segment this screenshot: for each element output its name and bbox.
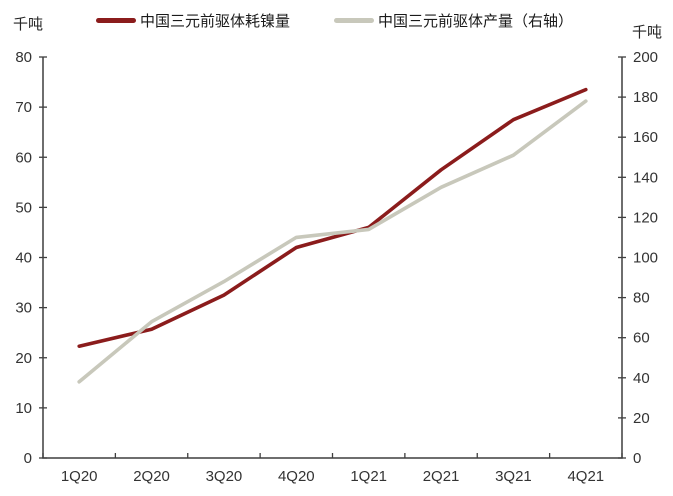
right-tick-label: 140 <box>633 169 658 186</box>
x-tick-label: 4Q21 <box>567 468 604 485</box>
legend: 中国三元前驱体耗镍量 中国三元前驱体产量（右轴） <box>96 10 573 31</box>
legend-label-precursor-output: 中国三元前驱体产量（右轴） <box>378 13 574 30</box>
legend-item-nickel-consumption: 中国三元前驱体耗镍量 <box>96 10 290 31</box>
x-tick-label: 4Q20 <box>278 468 315 485</box>
left-tick-label: 80 <box>15 49 32 66</box>
right-axis-unit-label: 千吨 <box>631 24 662 41</box>
x-tick-label: 1Q20 <box>61 468 98 485</box>
right-tick-label: 120 <box>633 209 658 226</box>
right-tick-label: 180 <box>633 89 658 106</box>
right-tick-label: 40 <box>633 370 650 387</box>
left-tick-label: 0 <box>24 450 32 467</box>
left-tick-label: 60 <box>15 149 32 166</box>
right-tick-label: 60 <box>633 330 650 347</box>
right-tick-label: 80 <box>633 290 650 307</box>
left-tick-label: 10 <box>15 400 32 417</box>
legend-label-nickel-consumption: 中国三元前驱体耗镍量 <box>140 13 291 30</box>
right-tick-label: 200 <box>633 49 658 66</box>
right-tick-label: 100 <box>633 250 658 267</box>
x-tick-label: 2Q21 <box>423 468 460 485</box>
left-tick-label: 50 <box>15 199 32 216</box>
red-line-swatch-icon <box>96 18 136 23</box>
x-tick-label: 2Q20 <box>133 468 170 485</box>
series-line-1 <box>77 99 588 384</box>
right-tick-label: 160 <box>633 129 658 146</box>
left-tick-label: 30 <box>15 300 32 317</box>
x-tick-label: 3Q20 <box>206 468 243 485</box>
right-tick-label: 0 <box>633 450 641 467</box>
left-axis-unit-label: 千吨 <box>13 16 44 33</box>
series-line-0 <box>77 87 588 349</box>
legend-item-precursor-output: 中国三元前驱体产量（右轴） <box>334 10 573 31</box>
x-tick-label: 3Q21 <box>495 468 532 485</box>
left-tick-label: 70 <box>15 99 32 116</box>
gray-line-swatch-icon <box>334 18 375 23</box>
left-tick-label: 40 <box>15 250 32 267</box>
right-tick-label: 20 <box>633 410 650 427</box>
x-tick-label: 1Q21 <box>350 468 387 485</box>
left-tick-label: 20 <box>15 350 32 367</box>
